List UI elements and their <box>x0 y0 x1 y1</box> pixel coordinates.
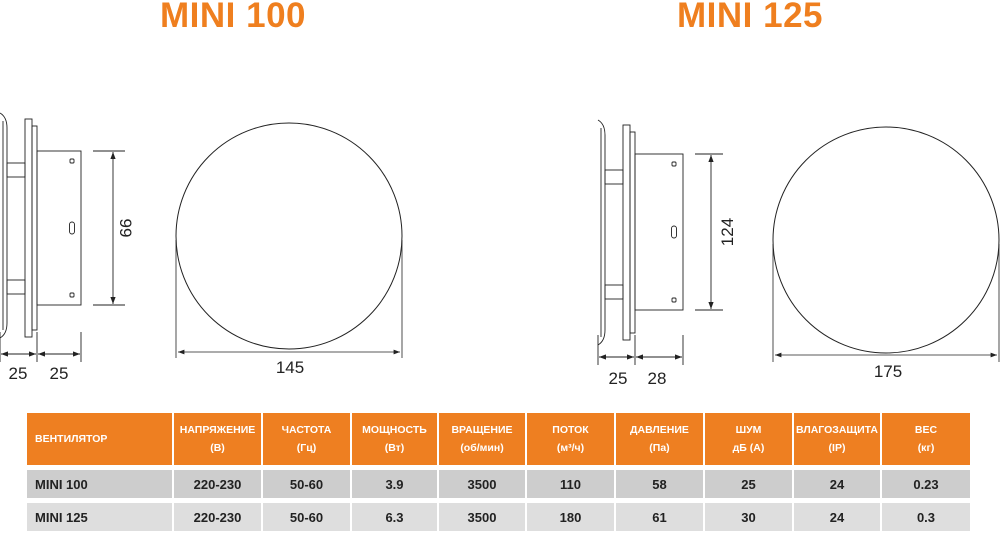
header-cell: НАПРЯЖЕНИЕ (В) <box>174 413 261 465</box>
table-cell: 58 <box>616 470 703 498</box>
side-view-mini-125 <box>597 119 723 365</box>
height-label-mini-125: 124 <box>718 218 737 246</box>
table-cell: 220-230 <box>174 470 261 498</box>
motor-housing <box>634 153 684 311</box>
height-label-mini-100: 99 <box>116 219 135 238</box>
header-cell: ВРАЩЕНИЕ (об/мин) <box>439 413 525 465</box>
technical-drawings: 145 175 25 25 25 28 99 124 <box>0 112 1000 388</box>
depth-front-label-mini-125: 25 <box>609 369 628 388</box>
table-cell: MINI 125 <box>27 503 172 531</box>
header-unit: (В) <box>210 442 225 454</box>
table-cell: MINI 100 <box>27 470 172 498</box>
depth-front-label-mini-100: 25 <box>9 364 28 383</box>
mount-plate <box>24 118 33 338</box>
header-title: ЧАСТОТА <box>281 424 332 436</box>
header-cell: ВЕС (кг) <box>882 413 970 465</box>
header-title: ПОТОК <box>552 424 589 436</box>
mount-plate <box>622 124 631 341</box>
table-cell: 25 <box>705 470 792 498</box>
table-cell: 30 <box>705 503 792 531</box>
header-cell: ВЕНТИЛЯТОР <box>27 413 172 465</box>
table-cell: 50-60 <box>263 470 350 498</box>
side-view-mini-100 <box>0 112 125 362</box>
header-cell: ПОТОК (м³/ч) <box>527 413 614 465</box>
table-cell: 3500 <box>439 503 525 531</box>
table-cell: 3500 <box>439 470 525 498</box>
model-title-mini-100: MINI 100 <box>160 0 306 35</box>
header-unit: (м³/ч) <box>556 442 585 454</box>
table-cell: 50-60 <box>263 503 350 531</box>
diameter-label-mini-125: 175 <box>874 362 902 381</box>
header-title: ШУМ <box>735 424 762 436</box>
header-unit: (IP) <box>828 442 846 454</box>
motor-housing <box>36 150 82 306</box>
table-cell: 3.9 <box>352 470 437 498</box>
header-title: НАПРЯЖЕНИЕ <box>179 424 256 436</box>
header-cell: ЧАСТОТА (Гц) <box>263 413 350 465</box>
header-cell: ДАВЛЕНИЕ (Па) <box>616 413 703 465</box>
front-grille <box>0 112 8 339</box>
header-title: ВЕС <box>914 424 938 436</box>
table-cell: 61 <box>616 503 703 531</box>
table-cell: 180 <box>527 503 614 531</box>
header-unit: дБ (А) <box>732 442 765 454</box>
header-unit: (кг) <box>917 442 935 454</box>
model-title-mini-125: MINI 125 <box>677 0 823 35</box>
table-row: MINI 100 220-230 50-60 3.9 3500 110 58 25 24 0.23 <box>27 470 972 498</box>
table-header: ВЕНТИЛЯТОР НАПРЯЖЕНИЕ (В) ЧАСТОТА (Гц) МОЩНОС… <box>27 413 972 465</box>
table-cell: 24 <box>794 503 880 531</box>
header-unit: (Гц) <box>296 442 317 454</box>
depth-back-label-mini-125: 28 <box>648 369 667 388</box>
depth-back-label-mini-100: 25 <box>50 364 69 383</box>
table-row: MINI 125 220-230 50-60 6.3 3500 180 61 30 24 0.3 <box>27 503 972 531</box>
header-title: МОЩНОСТЬ <box>362 424 427 436</box>
front-grille <box>597 119 606 346</box>
specs-table: ВЕНТИЛЯТОР НАПРЯЖЕНИЕ (В) ЧАСТОТА (Гц) МОЩНОС… <box>27 413 972 536</box>
table-cell: 24 <box>794 470 880 498</box>
table-cell: 110 <box>527 470 614 498</box>
header-unit: (Вт) <box>384 442 405 454</box>
diameter-label-mini-100: 145 <box>276 358 304 377</box>
front-view-mini-100 <box>175 122 403 350</box>
table-cell: 220-230 <box>174 503 261 531</box>
front-view-mini-125 <box>772 126 1000 354</box>
header-unit: (Па) <box>649 442 670 454</box>
header-title: ВЕНТИЛЯТОР <box>35 433 108 445</box>
header-title: ВРАЩЕНИЕ <box>451 424 513 436</box>
header-cell: МОЩНОСТЬ (Вт) <box>352 413 437 465</box>
header-title: ВЛАГОЗАЩИТА <box>796 424 878 436</box>
header-cell: ВЛАГОЗАЩИТА (IP) <box>794 413 880 465</box>
table-cell: 6.3 <box>352 503 437 531</box>
header-unit: (об/мин) <box>460 442 504 454</box>
table-cell: 0.3 <box>882 503 970 531</box>
header-cell: ШУМ дБ (А) <box>705 413 792 465</box>
header-title: ДАВЛЕНИЕ <box>630 424 689 436</box>
table-cell: 0.23 <box>882 470 970 498</box>
